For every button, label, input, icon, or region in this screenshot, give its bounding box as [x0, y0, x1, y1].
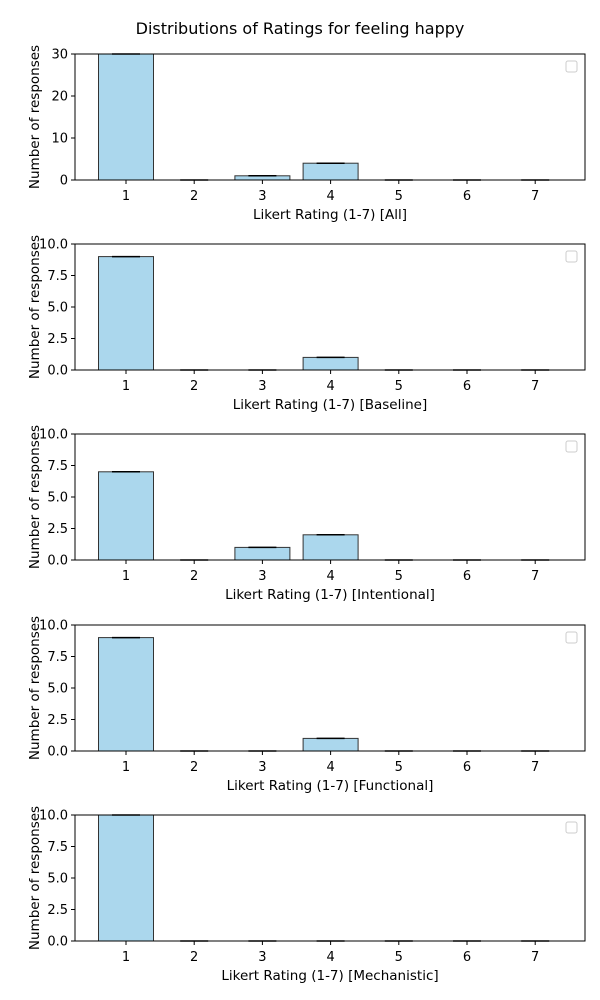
y-axis-label: Number of responses [27, 45, 43, 189]
x-axis-label: Likert Rating (1-7) [Baseline] [233, 397, 428, 413]
bar [98, 637, 154, 752]
x-tick-label: 4 [326, 760, 334, 775]
legend-box [565, 250, 578, 263]
x-tick-label: 4 [326, 379, 334, 394]
x-tick-label: 3 [258, 760, 266, 775]
x-tick-label: 2 [190, 189, 198, 204]
x-tick-label: 4 [326, 950, 334, 965]
bar-chart-2: 0.0 2.5 5.0 7.5 10.0 1 2 3 4 5 6 7 Likert Rating (1-… [27, 235, 586, 413]
bar [302, 737, 359, 752]
y-axis-label: Number of responses [27, 235, 43, 379]
x-tick-label: 4 [326, 569, 334, 584]
bar [302, 162, 359, 181]
bar-chart-4: 0.0 2.5 5.0 7.5 10.0 1 2 3 4 5 6 7 Likert Rating (1-… [27, 616, 586, 794]
y-tick-label: 5.0 [47, 301, 68, 316]
x-tick-label: 3 [258, 950, 266, 965]
bar [302, 356, 359, 371]
y-tick-label: 0.0 [47, 554, 68, 569]
y-tick-label: 10.0 [39, 238, 68, 253]
y-tick-label: 0.0 [47, 935, 68, 950]
bar [234, 546, 291, 561]
x-tick-label: 1 [122, 569, 130, 584]
legend-box [565, 60, 578, 73]
bar-chart-1: 0 10 20 30 1 2 3 4 5 6 7 Likert Rating (1-7) [All] N… [27, 45, 586, 223]
charts-container: 0 10 20 30 1 2 3 4 5 6 7 Likert Rating (1-7) [All] N… [27, 45, 586, 984]
x-tick-label: 6 [463, 379, 471, 394]
x-tick-label: 2 [190, 950, 198, 965]
y-tick-label: 2.5 [47, 522, 68, 537]
y-tick-label: 10 [51, 132, 68, 147]
y-tick-label: 0.0 [47, 745, 68, 760]
bar [98, 256, 154, 371]
x-axis-label: Likert Rating (1-7) [All] [253, 207, 407, 223]
x-tick-label: 5 [395, 189, 403, 204]
y-tick-label: 0.0 [47, 364, 68, 379]
x-tick-label: 6 [463, 950, 471, 965]
x-tick-label: 6 [463, 569, 471, 584]
y-tick-label: 5.0 [47, 682, 68, 697]
bar [98, 471, 154, 561]
x-tick-label: 5 [395, 379, 403, 394]
y-tick-label: 0 [60, 174, 68, 189]
bar-chart-5: 0.0 2.5 5.0 7.5 10.0 1 2 3 4 5 6 7 Likert Rating (1-… [27, 806, 586, 984]
x-tick-label: 4 [326, 189, 334, 204]
y-tick-label: 20 [51, 90, 68, 105]
y-tick-label: 2.5 [47, 332, 68, 347]
x-tick-label: 2 [190, 760, 198, 775]
legend-box [565, 631, 578, 644]
x-axis-label: Likert Rating (1-7) [Intentional] [225, 587, 435, 603]
x-axis-label: Likert Rating (1-7) [Mechanistic] [221, 968, 438, 984]
y-axis-label: Number of responses [27, 806, 43, 950]
y-tick-label: 2.5 [47, 713, 68, 728]
y-tick-label: 2.5 [47, 903, 68, 918]
x-tick-label: 3 [258, 569, 266, 584]
y-tick-label: 7.5 [47, 840, 68, 855]
y-tick-label: 7.5 [47, 269, 68, 284]
bar [302, 534, 359, 561]
legend-box [565, 821, 578, 834]
y-tick-label: 10.0 [39, 809, 68, 824]
bar [98, 814, 154, 942]
y-tick-label: 7.5 [47, 650, 68, 665]
x-tick-label: 5 [395, 950, 403, 965]
x-tick-label: 3 [258, 189, 266, 204]
y-axis-label: Number of responses [27, 616, 43, 760]
x-tick-label: 6 [463, 189, 471, 204]
bar [98, 53, 154, 181]
x-tick-label: 1 [122, 760, 130, 775]
y-tick-label: 7.5 [47, 459, 68, 474]
x-tick-label: 1 [122, 950, 130, 965]
legend-box [565, 440, 578, 453]
x-tick-label: 2 [190, 379, 198, 394]
x-tick-label: 7 [531, 379, 539, 394]
y-tick-label: 10.0 [39, 619, 68, 634]
x-tick-label: 6 [463, 760, 471, 775]
y-axis-label: Number of responses [27, 425, 43, 569]
axes-frame [74, 53, 586, 181]
x-tick-label: 2 [190, 569, 198, 584]
y-tick-label: 5.0 [47, 491, 68, 506]
y-tick-label: 5.0 [47, 872, 68, 887]
x-tick-label: 5 [395, 760, 403, 775]
x-tick-label: 3 [258, 379, 266, 394]
x-tick-label: 7 [531, 760, 539, 775]
figure-title: Distributions of Ratings for feeling hap… [136, 19, 465, 38]
bar-chart-3: 0.0 2.5 5.0 7.5 10.0 1 2 3 4 5 6 7 Likert Rating (1-… [27, 425, 586, 603]
x-tick-label: 7 [531, 569, 539, 584]
x-tick-label: 7 [531, 189, 539, 204]
y-tick-label: 30 [51, 48, 68, 63]
x-tick-label: 1 [122, 189, 130, 204]
x-tick-label: 7 [531, 950, 539, 965]
x-axis-label: Likert Rating (1-7) [Functional] [227, 778, 434, 794]
y-tick-label: 10.0 [39, 428, 68, 443]
x-tick-label: 1 [122, 379, 130, 394]
x-tick-label: 5 [395, 569, 403, 584]
